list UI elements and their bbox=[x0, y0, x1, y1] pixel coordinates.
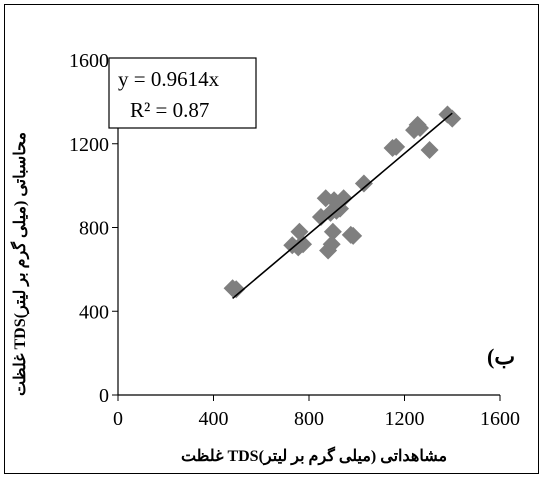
x-axis-label: غلظت TDSمشاهداتی (میلی گرم بر لیتر) bbox=[181, 446, 447, 466]
panel-label: ب) bbox=[487, 344, 515, 369]
x-tick-label: 400 bbox=[199, 408, 229, 430]
x-tick-label: 800 bbox=[294, 408, 324, 430]
data-point-marker bbox=[323, 222, 342, 241]
trendline-equation: y = 0.9614x bbox=[118, 67, 220, 91]
data-point-marker bbox=[227, 280, 246, 299]
equation-box-border bbox=[108, 57, 257, 129]
equation-box: y = 0.9614x R² = 0.87 bbox=[108, 57, 257, 129]
x-tick-label: 1200 bbox=[385, 408, 425, 430]
axes: 0 400 800 1200 1600 0 400 800 1200 1600 bbox=[69, 50, 520, 430]
y-tick-label: 400 bbox=[79, 301, 109, 323]
chart-frame bbox=[4, 4, 539, 474]
data-point-marker bbox=[443, 109, 462, 128]
y-tick-label: 0 bbox=[99, 385, 109, 407]
data-point-marker bbox=[354, 174, 373, 193]
data-point-marker bbox=[344, 226, 363, 245]
y-tick-label: 1600 bbox=[69, 50, 109, 72]
y-tick-label: 1200 bbox=[69, 134, 109, 156]
x-tick-label: 1600 bbox=[480, 408, 520, 430]
y-axis-label: غلظت TDSمحاسباتی (میلی گرم بر لیتر) bbox=[10, 132, 30, 396]
r-squared-value: R² = 0.87 bbox=[130, 98, 209, 122]
x-tick-label: 0 bbox=[113, 408, 123, 430]
y-tick-label: 800 bbox=[79, 218, 109, 240]
data-point-marker bbox=[420, 141, 439, 160]
data-point-marker bbox=[334, 189, 353, 208]
data-point-marker bbox=[294, 235, 313, 254]
trendline bbox=[232, 112, 453, 299]
data-point-marker bbox=[322, 235, 341, 254]
data-points bbox=[223, 105, 462, 299]
data-point-marker bbox=[387, 137, 406, 156]
data-point-marker bbox=[411, 119, 430, 138]
